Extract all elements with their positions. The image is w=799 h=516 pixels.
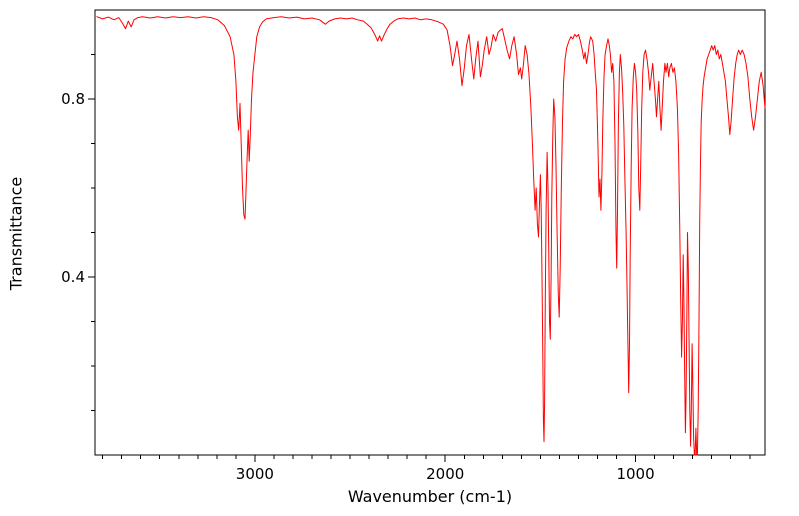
y-tick-label: 0.8 bbox=[61, 90, 85, 108]
y-tick-label: 0.4 bbox=[61, 268, 85, 286]
x-tick-label: 1000 bbox=[616, 465, 654, 483]
y-axis-label: Transmittance bbox=[6, 176, 26, 291]
x-axis-label: Wavenumber (cm-1) bbox=[347, 487, 513, 506]
plot-border bbox=[94, 9, 766, 456]
x-tick-label: 3000 bbox=[236, 465, 274, 483]
spectrum-trace bbox=[96, 16, 766, 456]
x-tick-label: 2000 bbox=[426, 465, 464, 483]
